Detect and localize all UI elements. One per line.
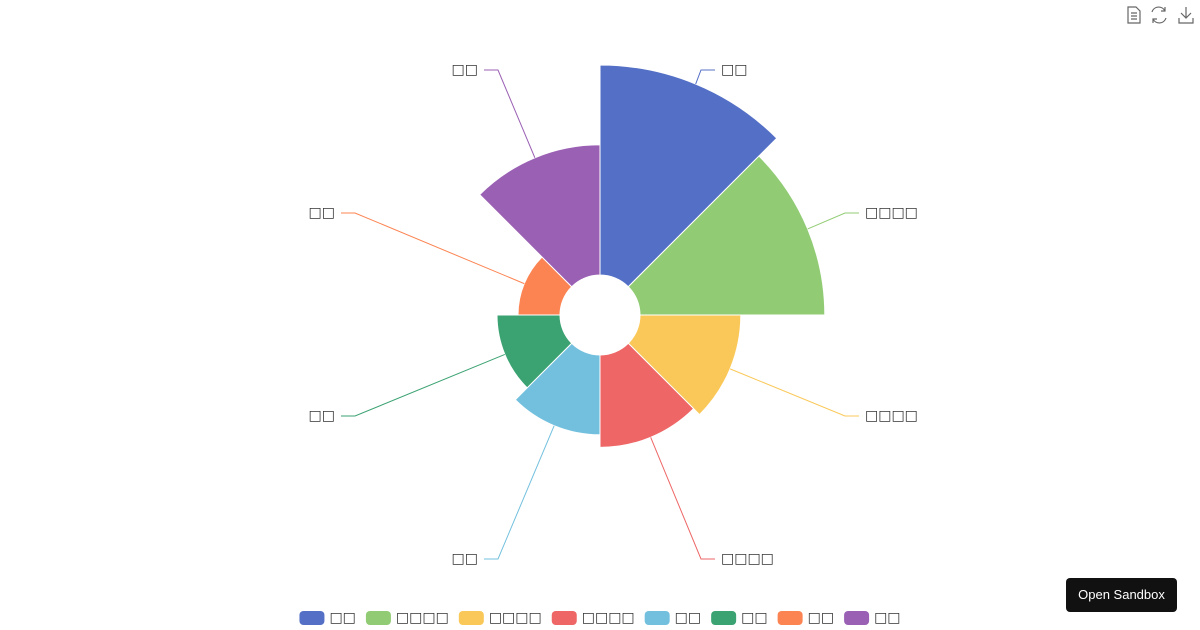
slice-label: □□□□ <box>721 551 774 567</box>
slice-label: □□ <box>309 408 335 424</box>
rose-sector <box>496 314 573 389</box>
legend-swatch <box>299 611 325 625</box>
toolbar[interactable] <box>1127 6 1194 24</box>
legend-label: □□□□ <box>582 610 635 626</box>
restore-icon[interactable] <box>1151 6 1167 24</box>
slice-label: □□ <box>452 62 478 78</box>
legend-item[interactable]: □□ <box>711 610 768 626</box>
legend-item[interactable]: □□ <box>844 610 901 626</box>
legend-item[interactable]: □□ <box>777 610 834 626</box>
legend-label: □□ <box>741 610 767 626</box>
legend-swatch <box>458 611 484 625</box>
label-line <box>807 212 859 230</box>
slice-label: □□□□ <box>865 205 918 221</box>
legend-swatch <box>711 611 737 625</box>
rose-sector <box>627 314 742 416</box>
slice-label: □□□□ <box>865 408 918 424</box>
legend-item[interactable]: □□ <box>299 610 356 626</box>
label-line <box>695 69 715 85</box>
open-sandbox-button[interactable]: Open Sandbox <box>1066 578 1177 612</box>
label-line <box>341 212 525 285</box>
legend-label: □□□□ <box>489 610 542 626</box>
rose-sector <box>599 342 695 448</box>
legend-item[interactable]: □□□□ <box>365 610 449 626</box>
rose-sector <box>479 144 601 288</box>
legend-label: □□ <box>808 610 834 626</box>
legend-item[interactable]: □□□□ <box>551 610 635 626</box>
legend-item[interactable]: □□□□ <box>458 610 542 626</box>
legend-swatch <box>777 611 803 625</box>
rose-sector <box>627 155 826 316</box>
label-line <box>484 69 536 158</box>
rose-sector <box>517 256 573 316</box>
slice-label: □□ <box>309 205 335 221</box>
legend-label: □□ <box>874 610 900 626</box>
legend-item[interactable]: □□ <box>644 610 701 626</box>
legend-label: □□□□ <box>396 610 449 626</box>
label-line <box>729 368 859 417</box>
legend-swatch <box>644 611 670 625</box>
data-view-icon[interactable] <box>1127 6 1141 24</box>
rose-sector <box>514 342 601 436</box>
label-line <box>650 437 715 560</box>
legend-swatch <box>365 611 391 625</box>
legend-swatch <box>844 611 870 625</box>
label-line <box>341 353 506 417</box>
rose-sector <box>599 64 778 288</box>
legend-label: □□ <box>675 610 701 626</box>
label-line <box>484 425 555 560</box>
slice-label: □□ <box>721 62 747 78</box>
legend-swatch <box>551 611 577 625</box>
save-icon[interactable] <box>1178 7 1194 24</box>
slice-label: □□ <box>452 551 478 567</box>
legend-label: □□ <box>329 610 355 626</box>
